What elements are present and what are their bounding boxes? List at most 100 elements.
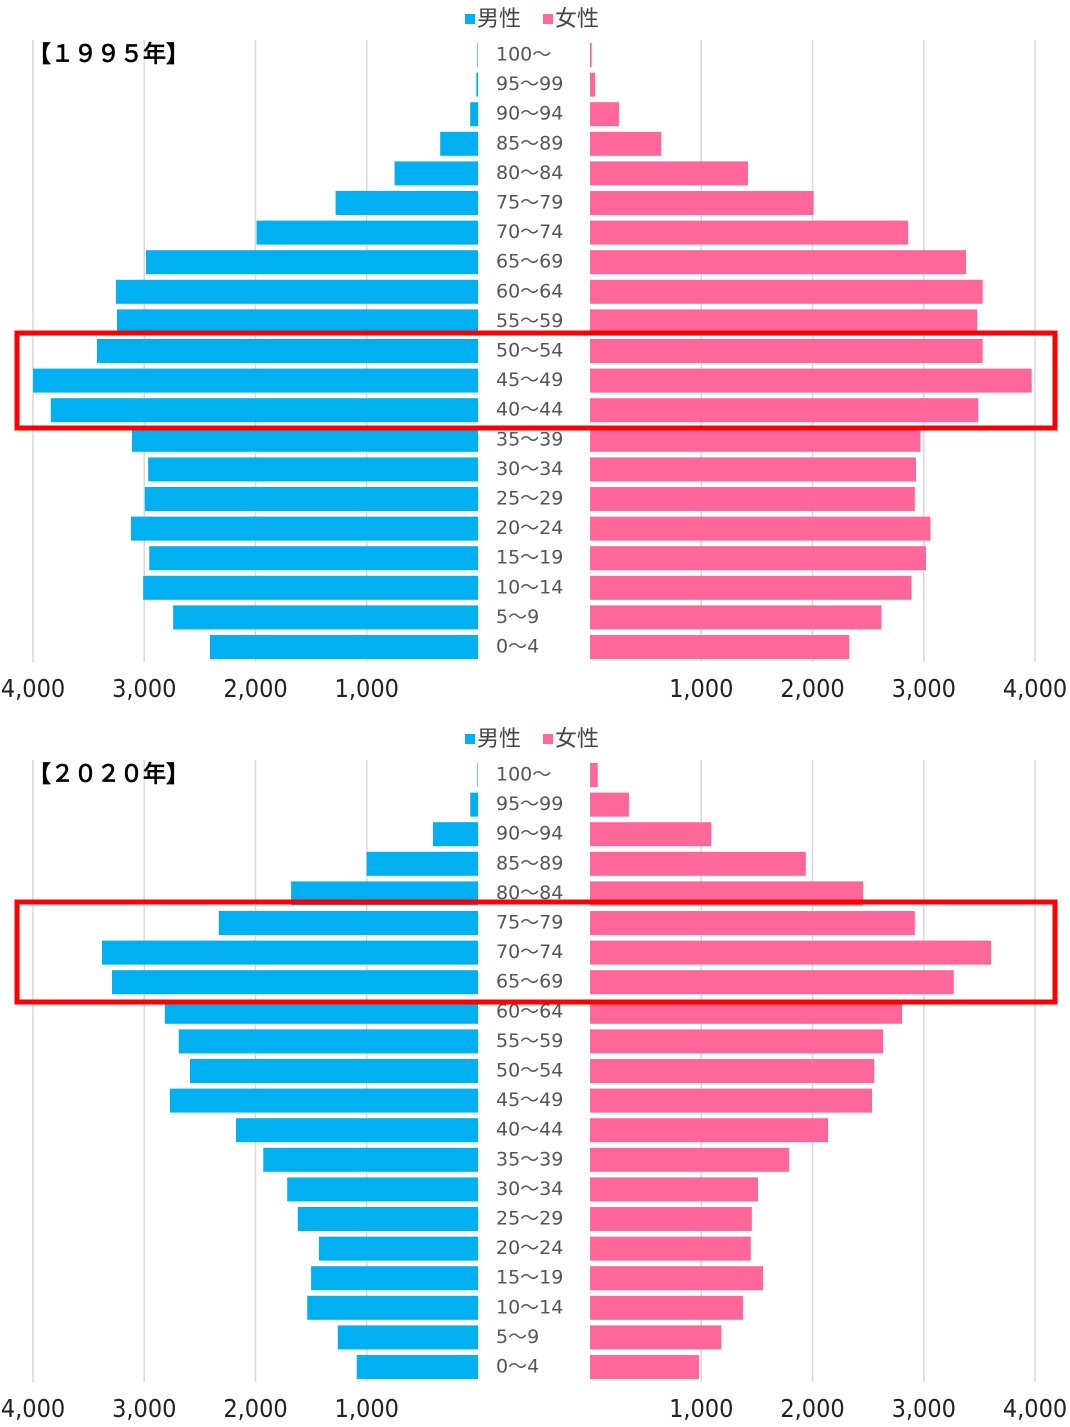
category-label: 85～89 xyxy=(496,132,563,154)
highlight-box xyxy=(14,330,1058,431)
bar xyxy=(236,1118,478,1143)
bar xyxy=(149,546,478,571)
bar xyxy=(590,635,850,659)
legend-label: 男性 xyxy=(477,727,521,752)
x-tick-label: 3,000 xyxy=(892,1394,956,1423)
category-label: 25～29 xyxy=(496,1208,563,1230)
bar xyxy=(173,605,479,630)
category-label: 10～14 xyxy=(496,576,563,598)
category-label: 50～54 xyxy=(496,1060,563,1082)
bar xyxy=(218,911,478,935)
bar xyxy=(132,427,478,452)
bar xyxy=(590,1147,790,1172)
chart-title: 【２０２０年】 xyxy=(28,761,189,788)
category-label: 95～99 xyxy=(496,73,563,95)
bar xyxy=(335,191,478,215)
x-tick-label: 4,000 xyxy=(1,1394,65,1423)
category-label: 90～94 xyxy=(496,103,563,125)
bar xyxy=(590,279,983,304)
category-label: 95～99 xyxy=(496,793,563,815)
highlight-box xyxy=(14,899,1058,1005)
bar xyxy=(590,1355,700,1379)
category-label: 80～84 xyxy=(496,882,563,904)
category-label: 30～34 xyxy=(496,1178,563,1200)
legend-swatch xyxy=(465,734,475,744)
category-label: 70～74 xyxy=(496,221,563,243)
bar xyxy=(115,279,478,304)
bar xyxy=(590,250,967,275)
bar xyxy=(590,605,882,630)
bar xyxy=(101,940,478,965)
bar xyxy=(189,1059,479,1083)
bar xyxy=(590,1236,751,1261)
plot: 1,000 1,000 2,000 2,000 3,000 3,000 4,000 4,000… xyxy=(1,7,1067,1423)
bar xyxy=(432,822,478,847)
bar xyxy=(169,1088,478,1113)
category-label: 75～79 xyxy=(496,192,563,214)
category-label: 90～94 xyxy=(496,823,563,845)
bar xyxy=(318,1236,478,1261)
legend-swatch xyxy=(543,734,553,744)
bar xyxy=(256,220,478,245)
bar xyxy=(590,546,926,571)
bar xyxy=(590,1207,752,1231)
x-tick-label: 1,000 xyxy=(669,1394,733,1423)
bar xyxy=(590,1088,873,1113)
category-label: 50～54 xyxy=(496,340,563,362)
category-label: 0～4 xyxy=(496,636,539,658)
x-tick-label: 4,000 xyxy=(1003,674,1067,703)
category-label: 35～39 xyxy=(496,1148,563,1170)
bar xyxy=(33,368,478,393)
bar xyxy=(366,851,478,876)
bar xyxy=(440,131,478,156)
bar xyxy=(50,398,479,423)
bar xyxy=(263,1147,478,1172)
bar xyxy=(590,309,978,334)
category-label: 55～59 xyxy=(496,1030,563,1052)
bar xyxy=(590,161,748,186)
bar xyxy=(590,1059,875,1083)
x-tick-label: 2,000 xyxy=(780,674,844,703)
category-label: 30～34 xyxy=(496,458,563,480)
category-label: 60～64 xyxy=(496,280,563,302)
bar xyxy=(178,1029,479,1054)
x-tick-label: 4,000 xyxy=(1003,1394,1067,1423)
bar xyxy=(337,1325,478,1350)
bar xyxy=(590,1029,884,1054)
bar xyxy=(590,1118,829,1143)
bar xyxy=(311,1266,478,1291)
bar xyxy=(297,1207,478,1231)
x-tick-label: 3,000 xyxy=(112,674,176,703)
bar xyxy=(590,339,983,363)
category-label: 40～44 xyxy=(496,1119,563,1141)
bar xyxy=(477,763,478,787)
x-tick-label: 3,000 xyxy=(892,674,956,703)
category-label: 0～4 xyxy=(496,1356,539,1378)
bar xyxy=(590,792,629,817)
category-label: 5～9 xyxy=(496,1326,539,1348)
x-tick-label: 1,000 xyxy=(335,674,399,703)
x-tick-label: 3,000 xyxy=(112,1394,176,1423)
bar xyxy=(130,516,478,541)
bar xyxy=(590,398,979,423)
bar xyxy=(477,43,478,67)
bar xyxy=(111,970,479,995)
bar xyxy=(144,487,478,511)
category-label: 80～84 xyxy=(496,162,563,184)
bar xyxy=(590,822,712,847)
bar xyxy=(590,457,916,482)
category-label: 25～29 xyxy=(496,488,563,510)
bar xyxy=(590,72,596,97)
category-label: 65～69 xyxy=(496,971,563,993)
x-tick-label: 2,000 xyxy=(780,1394,844,1423)
x-tick-label: 4,000 xyxy=(1,674,65,703)
x-tick-label: 2,000 xyxy=(223,1394,287,1423)
bar xyxy=(590,131,662,156)
bar xyxy=(394,161,478,186)
category-label: 15～19 xyxy=(496,1267,563,1289)
bar xyxy=(590,102,619,127)
bar xyxy=(590,487,915,511)
bar xyxy=(590,368,1032,393)
bar xyxy=(148,457,479,482)
bar xyxy=(356,1355,478,1379)
